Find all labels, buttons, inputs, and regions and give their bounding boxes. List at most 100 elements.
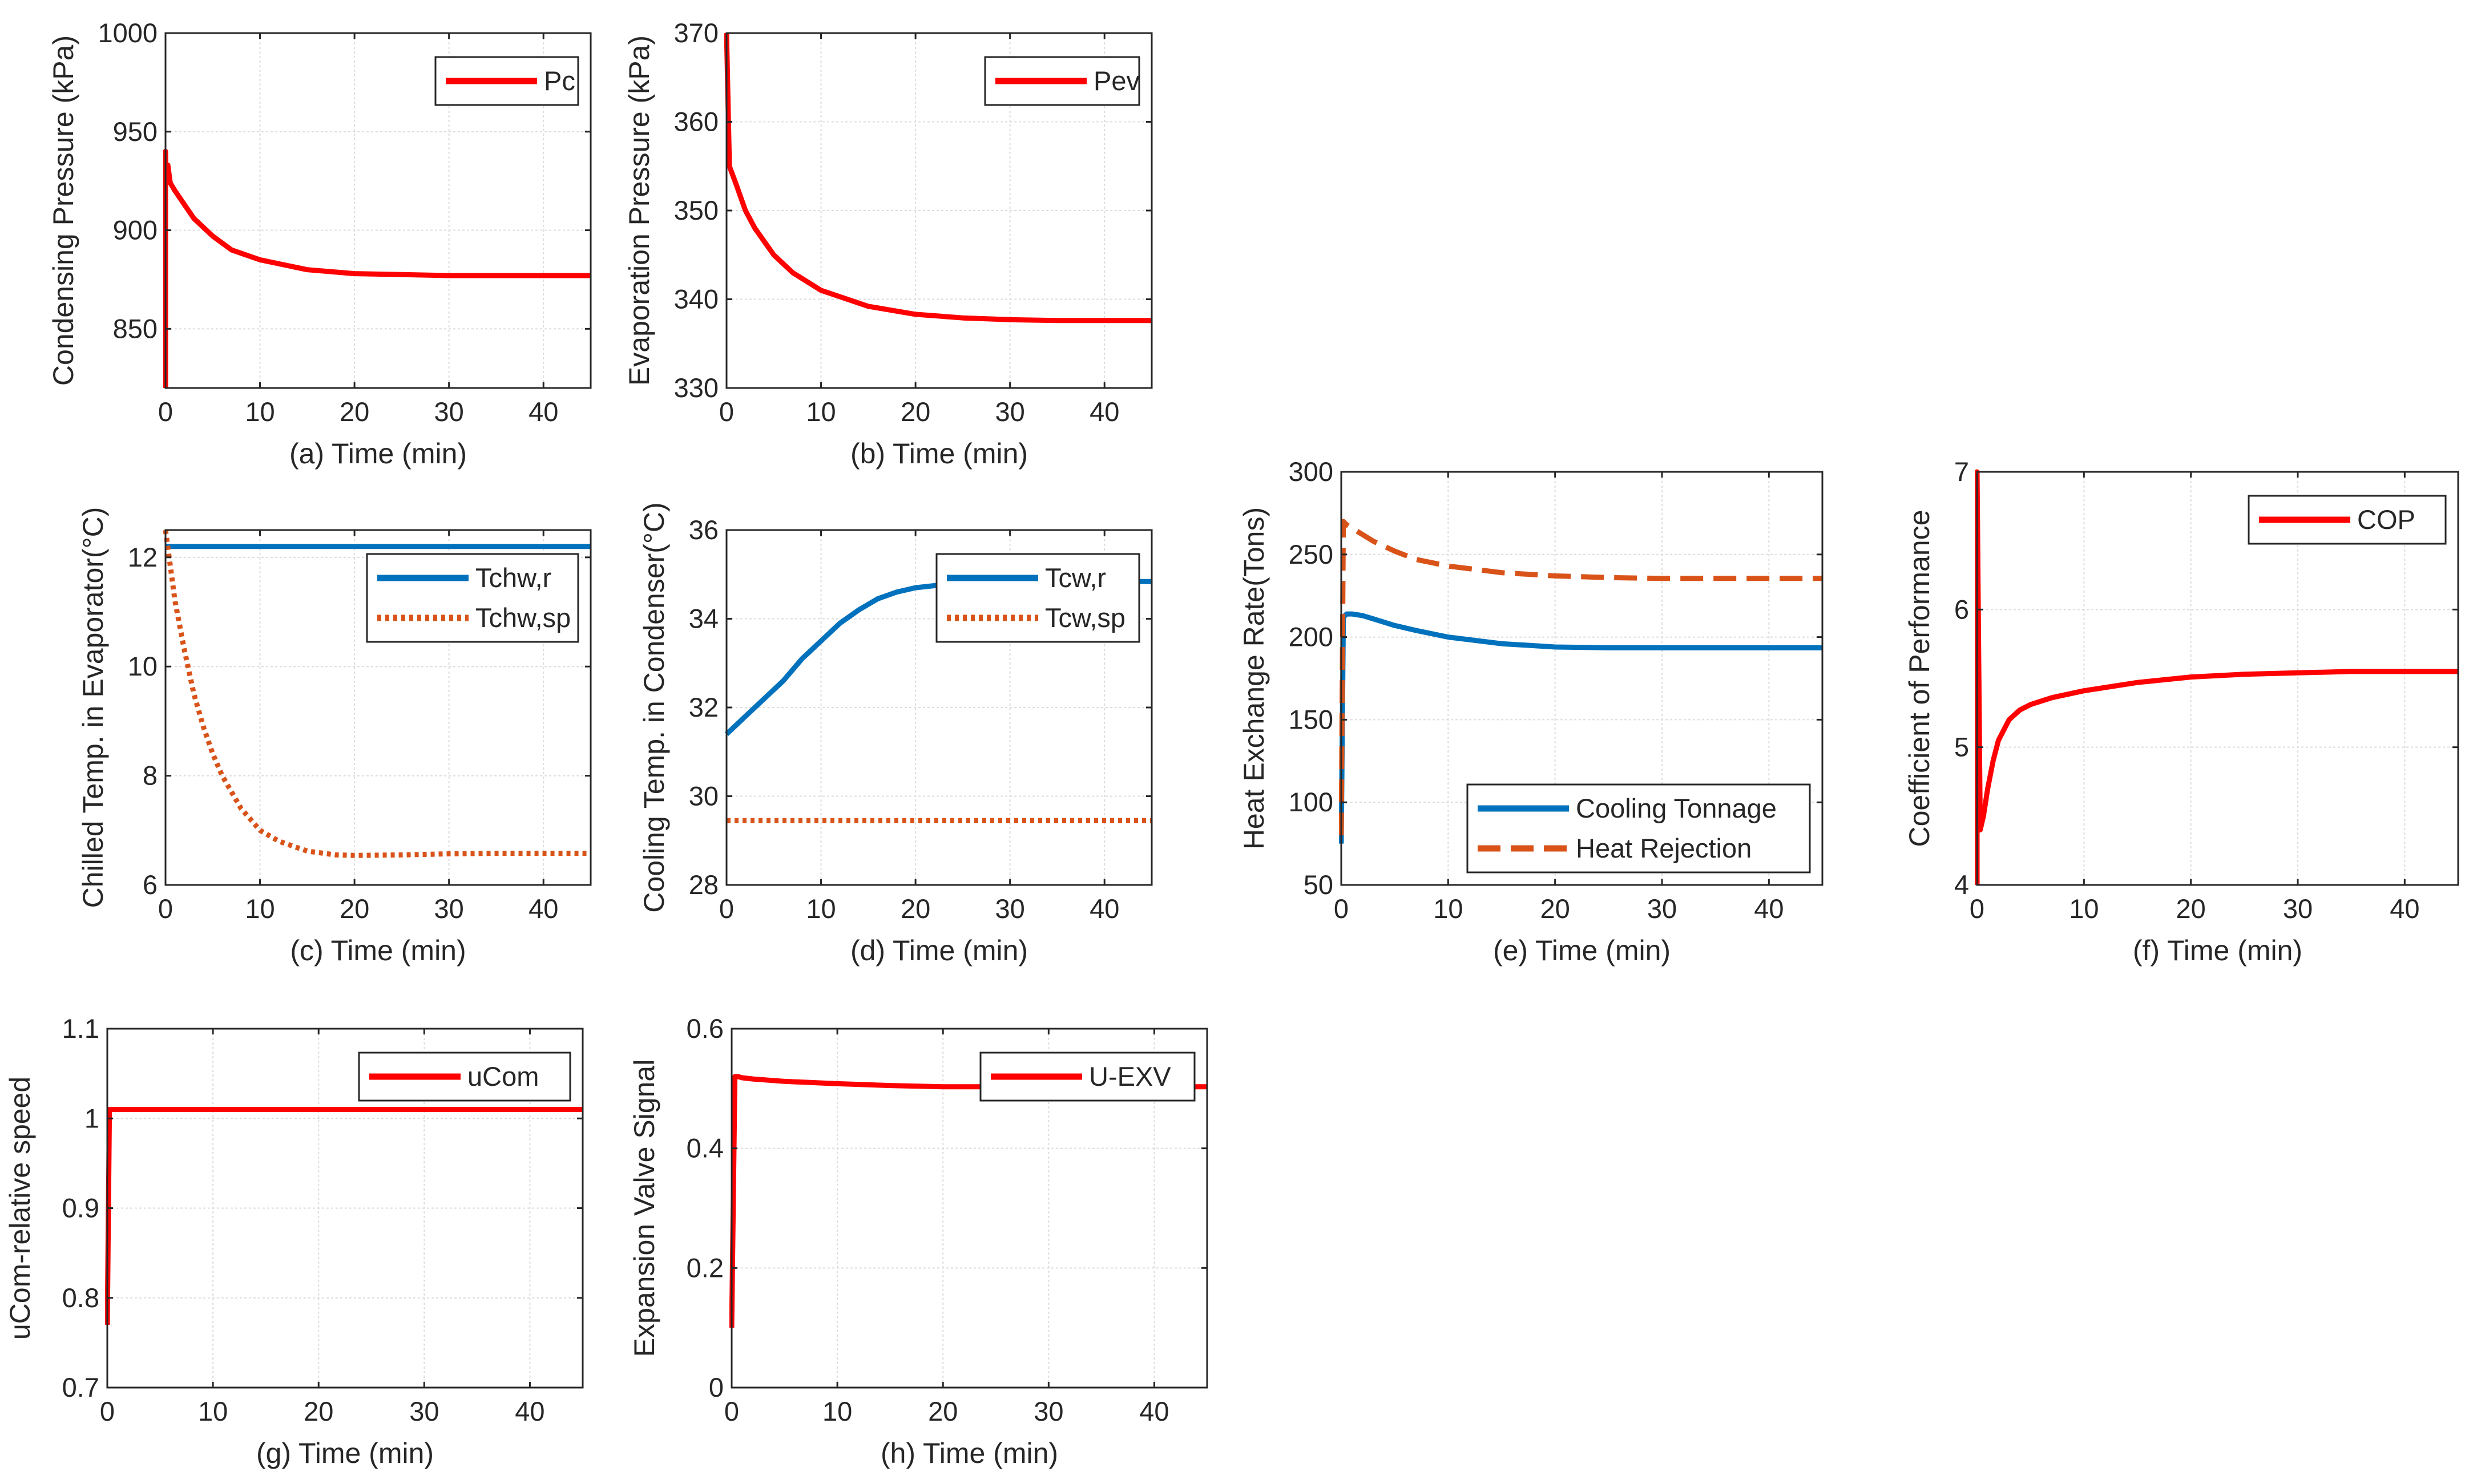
y-tick-label: 1.1	[62, 1013, 99, 1044]
y-tick-label: 4	[1954, 870, 1969, 900]
x-axis-label: (d) Time (min)	[850, 935, 1028, 967]
x-tick-label: 30	[2283, 893, 2313, 924]
legend-label: Heat Rejection	[1576, 833, 1752, 863]
x-tick-label: 30	[1647, 893, 1677, 924]
y-tick-label: 50	[1304, 870, 1333, 900]
y-tick-label: 0.7	[62, 1372, 99, 1402]
x-axis-label: (f) Time (min)	[2133, 935, 2302, 967]
y-tick-label: 370	[674, 18, 719, 48]
series-line-pc	[163, 148, 591, 388]
y-tick-label: 12	[128, 542, 158, 572]
axes-box-a	[164, 32, 592, 389]
axes-box-h	[731, 1028, 1208, 1389]
x-tick-label: 10	[198, 1396, 228, 1426]
y-tick-label: 900	[113, 215, 158, 245]
y-tick-label: 0	[709, 1372, 724, 1402]
series-line-cop	[1975, 469, 2458, 885]
y-axis-label: Coefficient of Performance	[1903, 510, 1935, 847]
x-tick-label: 0	[719, 397, 734, 427]
series-line-ucom	[105, 1107, 583, 1325]
legend-h: U-EXV	[979, 1052, 1196, 1102]
x-tick-label: 10	[806, 893, 836, 924]
legend-label: Pev	[1094, 66, 1140, 96]
x-axis-label: (a) Time (min)	[289, 438, 467, 470]
x-tick-label: 20	[901, 893, 930, 924]
legend-label: COP	[2357, 504, 2415, 535]
y-tick-label: 0.2	[687, 1252, 724, 1283]
chart-panel-c: 0 10 20 30 40 6 8 10 12 (c) Time (min) Chilled Tem…	[77, 507, 592, 967]
y-tick-label: 300	[1289, 456, 1333, 487]
axes-box-f	[1976, 471, 2459, 886]
y-axis-label: Condensing Pressure (kPa)	[47, 35, 79, 386]
legend-e: Cooling Tonnage Heat Rejection	[1466, 783, 1811, 874]
series-line-pev	[724, 33, 1152, 324]
x-tick-label: 30	[409, 1396, 439, 1426]
legend-box	[366, 553, 579, 643]
legend-c: Tchw,r Tchw,sp	[366, 553, 579, 643]
x-axis-label: (b) Time (min)	[850, 438, 1028, 470]
x-tick-label: 20	[928, 1396, 958, 1426]
y-axis-label: Evaporation Pressure (kPa)	[623, 35, 655, 386]
x-tick-label: 20	[340, 893, 369, 924]
y-tick-label: 0.6	[687, 1013, 724, 1044]
y-tick-label: 200	[1289, 622, 1333, 652]
y-tick-label: 850	[113, 313, 158, 343]
x-tick-label: 40	[2390, 893, 2419, 924]
x-tick-label: 0	[158, 397, 173, 427]
legend-label: Cooling Tonnage	[1576, 793, 1777, 823]
x-tick-label: 0	[158, 893, 173, 924]
legend-label: Tcw,r	[1045, 563, 1106, 593]
x-tick-label: 40	[515, 1396, 544, 1426]
chart-panel-e: 0 10 20 30 40 50 100 150 200 250 300 (e) Time (min)…	[1238, 456, 1824, 967]
x-tick-label: 40	[1754, 893, 1784, 924]
x-tick-label: 10	[1433, 893, 1463, 924]
chart-panel-d: 0 10 20 30 40 28 30 32 34 36 (d) Time (min) Cooling…	[638, 502, 1153, 967]
legend-a: Pc	[434, 56, 579, 106]
chart-panel-b: 0 10 20 30 40 330 340 350 360 370 (b) Time (min) Ev…	[623, 18, 1153, 470]
y-tick-label: 250	[1289, 539, 1333, 569]
y-tick-label: 5	[1954, 732, 1969, 762]
chart-panel-h: 0 10 20 30 40 0 0.2 0.4 0.6 (h) Time (min) Expansi…	[628, 1013, 1208, 1469]
x-tick-label: 40	[1090, 893, 1119, 924]
x-tick-label: 10	[245, 397, 275, 427]
y-tick-label: 6	[143, 870, 158, 900]
chart-panel-a: 0 10 20 30 40 850 900 950 1000 (a) Time (min) Cond…	[47, 18, 592, 470]
x-tick-label: 30	[434, 893, 464, 924]
x-tick-label: 30	[1034, 1396, 1063, 1426]
x-tick-label: 30	[434, 397, 464, 427]
y-tick-label: 36	[689, 515, 719, 545]
y-axis-label: uCom-relative speed	[4, 1077, 36, 1340]
x-tick-label: 30	[995, 893, 1025, 924]
x-tick-label: 10	[806, 397, 836, 427]
legend-box	[1466, 783, 1811, 874]
y-tick-label: 1000	[98, 18, 158, 48]
y-tick-label: 10	[128, 651, 158, 681]
y-tick-label: 150	[1289, 704, 1333, 734]
x-tick-label: 20	[340, 397, 369, 427]
x-tick-label: 20	[2176, 893, 2206, 924]
y-tick-label: 32	[689, 692, 719, 722]
legend-label: U-EXV	[1089, 1061, 1171, 1091]
axes-box-e	[1340, 471, 1824, 886]
y-tick-label: 360	[674, 107, 719, 137]
axes-box-c	[164, 529, 592, 886]
legend-label: Tcw,sp	[1045, 603, 1125, 633]
x-axis-label: (c) Time (min)	[290, 935, 466, 967]
legend-label: Tchw,r	[475, 563, 551, 593]
x-tick-label: 40	[1139, 1396, 1169, 1426]
legend-label: Tchw,sp	[475, 603, 571, 633]
x-tick-label: 0	[719, 893, 734, 924]
y-tick-label: 34	[689, 604, 719, 634]
x-tick-label: 20	[304, 1396, 333, 1426]
x-tick-label: 30	[995, 397, 1025, 427]
x-tick-label: 40	[529, 397, 558, 427]
x-axis-label: (h) Time (min)	[881, 1437, 1058, 1469]
x-tick-label: 0	[1970, 893, 1984, 924]
y-axis-label: Chilled Temp. in Evaporator(°C)	[77, 507, 109, 908]
legend-f: COP	[2248, 495, 2447, 545]
x-tick-label: 10	[2069, 893, 2099, 924]
y-tick-label: 950	[113, 116, 158, 147]
y-tick-label: 100	[1289, 787, 1333, 817]
y-tick-label: 30	[689, 781, 719, 811]
